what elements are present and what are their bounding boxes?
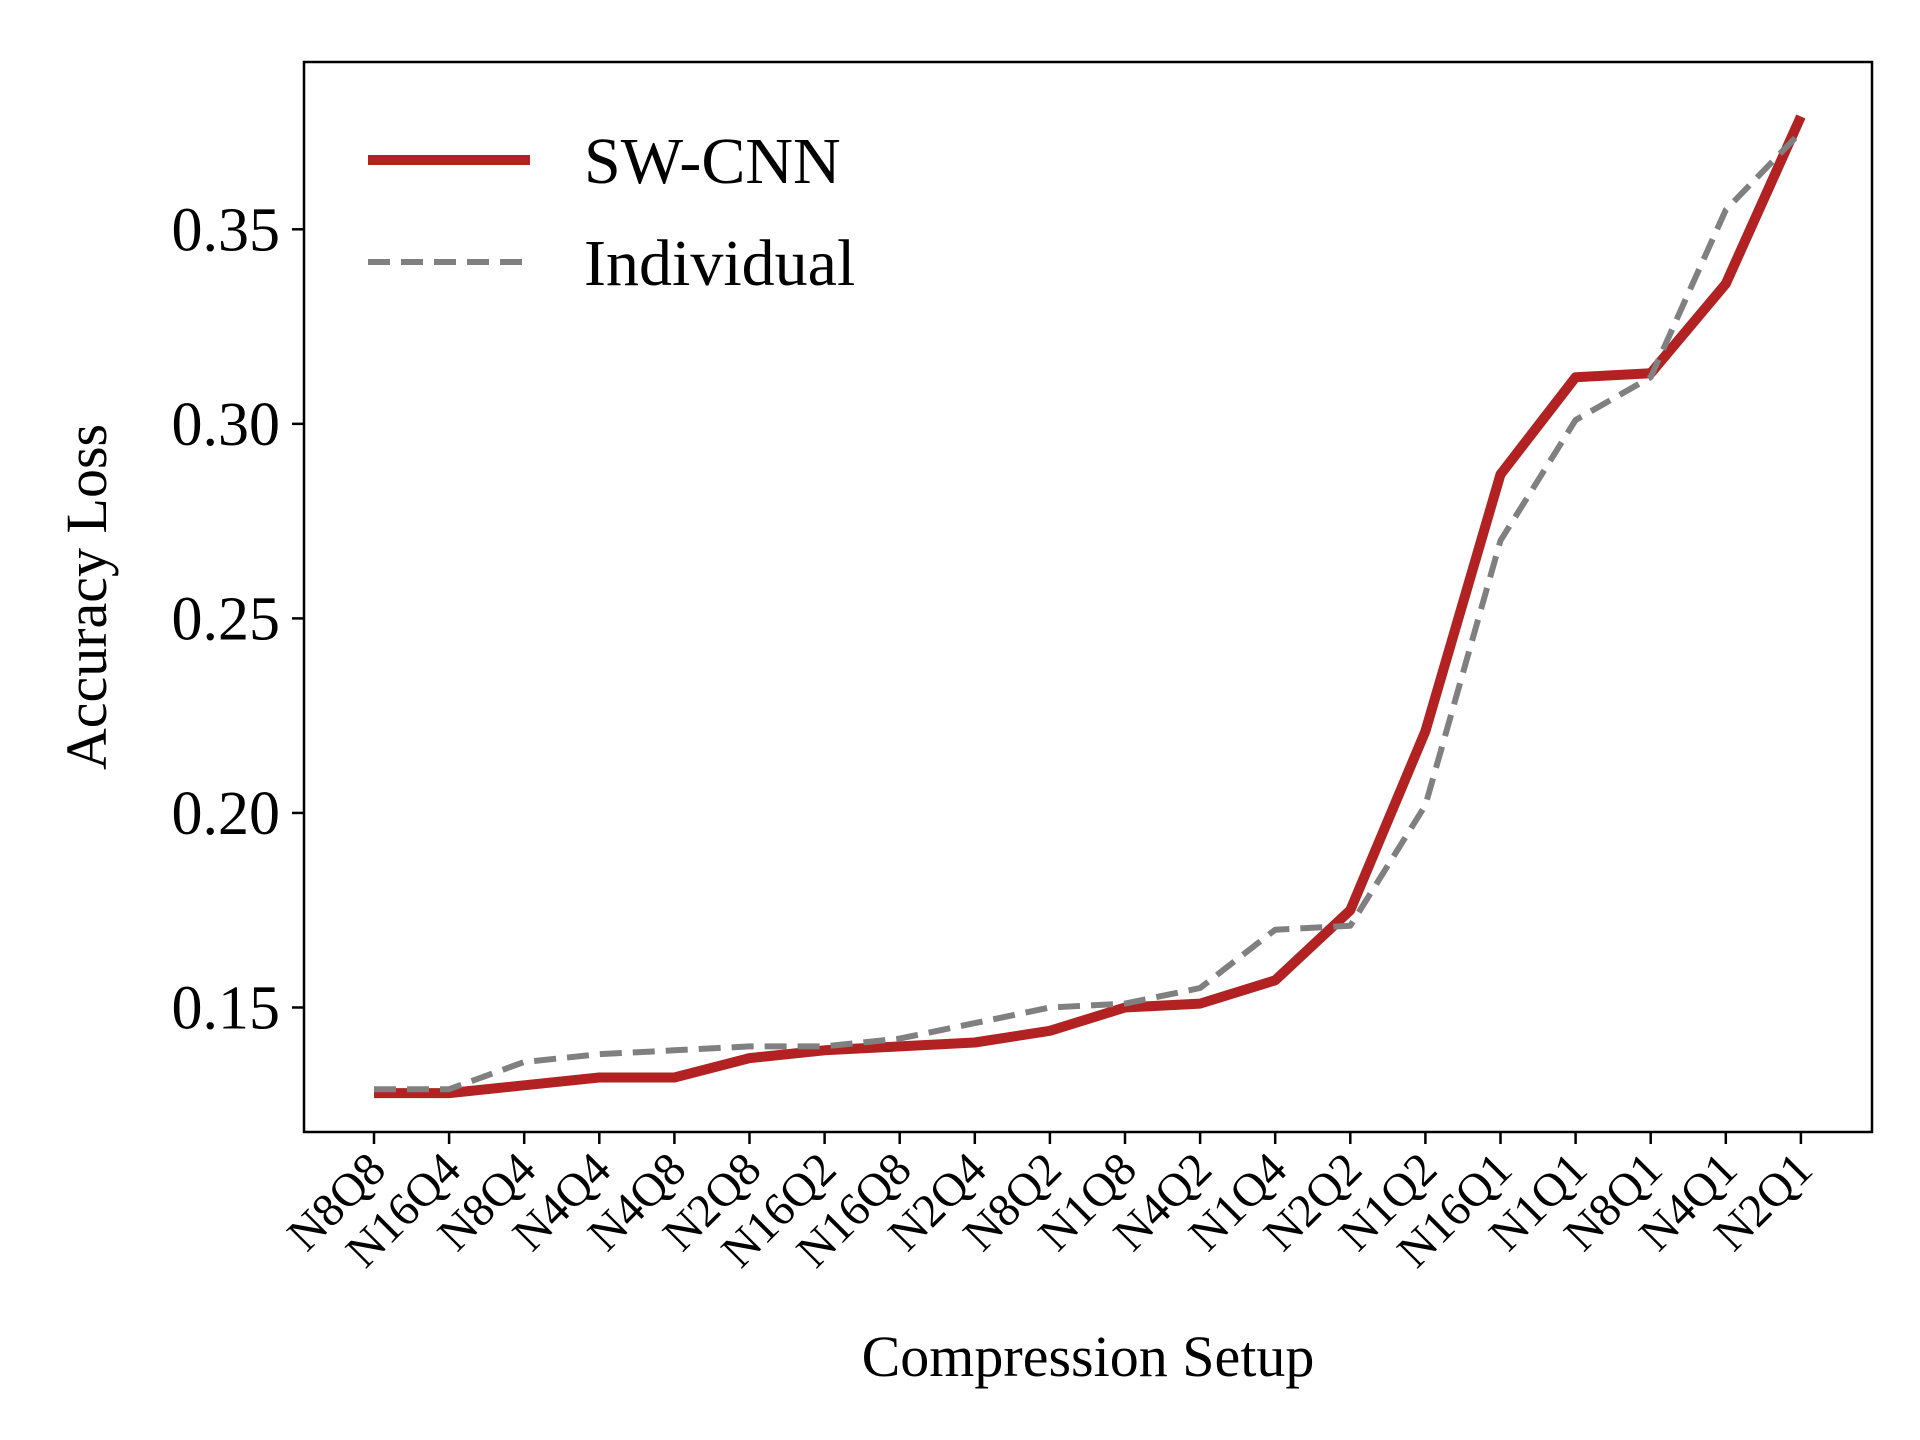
- legend: SW-CNN Individual: [368, 125, 855, 300]
- y-tick-label: 0.20: [172, 780, 281, 848]
- x-axis-title: Compression Setup: [862, 1324, 1315, 1389]
- legend-label: Individual: [584, 227, 855, 300]
- y-tick-label: 0.15: [172, 974, 281, 1042]
- series-layer: [374, 114, 1806, 1099]
- y-axis: 0.15 0.20 0.25 0.30 0.35: [172, 196, 304, 1042]
- series-line-sw-cnn: [374, 114, 1806, 1099]
- legend-label: SW-CNN: [584, 125, 841, 198]
- y-tick-label: 0.35: [172, 196, 281, 264]
- y-axis-title: Accuracy Loss: [54, 424, 119, 770]
- y-tick-label: 0.30: [172, 391, 281, 459]
- y-tick-label: 0.25: [172, 585, 281, 653]
- plot-frame: [302, 60, 1874, 1134]
- series-line-individual: [374, 129, 1804, 1093]
